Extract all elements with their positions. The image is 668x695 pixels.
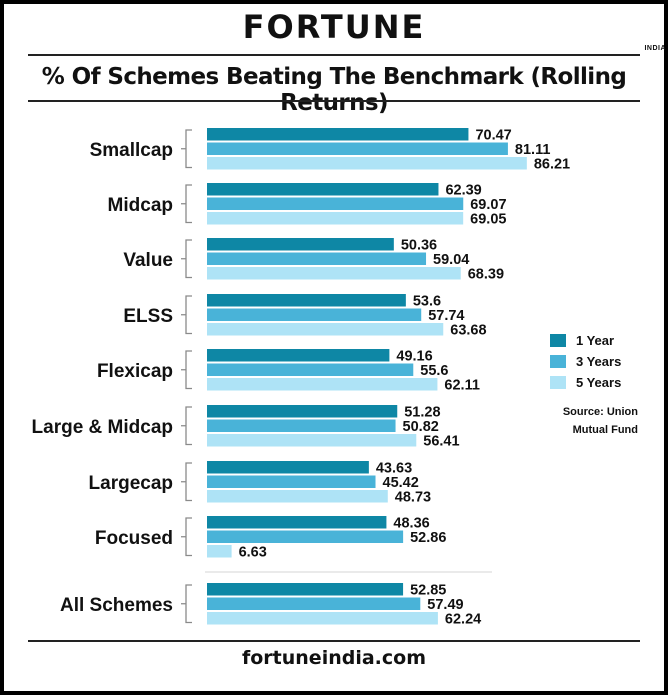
bar-focused-3-years	[207, 530, 404, 543]
bar-largecap-3-years	[207, 475, 376, 488]
source-note: Source: Union Mutual Fund	[540, 403, 638, 439]
category-bracket-midcap	[181, 184, 192, 224]
bar-midcap-5-years	[207, 212, 464, 225]
legend-swatch-5-years	[550, 376, 566, 389]
bar-all-schemes-3-years	[207, 597, 421, 610]
title-rule	[28, 100, 640, 102]
value-label-large-and-midcap-1-year: 51.28	[404, 405, 440, 421]
value-label-all-schemes-3-years: 57.49	[427, 597, 463, 613]
legend-label-5-years: 5 Years	[576, 375, 622, 390]
value-label-focused-1-year: 48.36	[393, 516, 429, 532]
bar-focused-1-year	[207, 516, 387, 529]
bar-all-schemes-1-year	[207, 583, 404, 596]
value-label-elss-3-years: 57.74	[428, 308, 464, 324]
value-label-all-schemes-1-year: 52.85	[410, 583, 446, 599]
category-label-flexicap: Flexicap	[97, 361, 173, 382]
bar-smallcap-1-year	[207, 128, 469, 141]
bar-value-3-years	[207, 252, 427, 265]
bar-flexicap-3-years	[207, 363, 414, 376]
value-label-smallcap-1-year: 70.47	[475, 128, 511, 144]
bar-smallcap-3-years	[207, 142, 508, 155]
category-label-focused: Focused	[95, 528, 173, 549]
category-bracket-flexicap	[181, 350, 192, 390]
brand-name: FORTUNE	[242, 8, 426, 46]
value-label-smallcap-3-years: 81.11	[515, 142, 551, 158]
value-label-largecap-1-year: 43.63	[376, 461, 412, 477]
bar-flexicap-1-year	[207, 349, 390, 362]
bar-all-schemes-5-years	[207, 612, 438, 625]
legend: 1 Year 3 Years 5 Years	[550, 330, 621, 393]
value-label-large-and-midcap-5-years: 56.41	[423, 434, 459, 450]
source-line-1: Source: Union	[562, 406, 638, 418]
legend-item-1-year: 1 Year	[550, 330, 621, 351]
bar-value-5-years	[207, 267, 461, 280]
category-label-all-schemes: All Schemes	[60, 595, 173, 616]
legend-swatch-3-years	[550, 355, 566, 368]
value-label-midcap-1-year: 62.39	[445, 183, 481, 199]
bar-midcap-3-years	[207, 197, 464, 210]
brand-logo: FORTUNE INDIA	[0, 8, 668, 52]
value-label-value-1-year: 50.36	[401, 238, 437, 254]
category-bracket-smallcap	[181, 129, 192, 169]
category-bracket-elss	[181, 295, 192, 335]
bar-smallcap-5-years	[207, 157, 527, 170]
value-label-large-and-midcap-3-years: 50.82	[403, 419, 439, 435]
value-label-flexicap-1-year: 49.16	[396, 349, 432, 365]
bar-value-1-year	[207, 238, 394, 251]
category-label-value: Value	[123, 250, 173, 271]
bar-large-and-midcap-3-years	[207, 419, 396, 432]
value-label-elss-1-year: 53.6	[413, 294, 441, 310]
category-bracket-largecap	[181, 462, 192, 502]
value-label-largecap-3-years: 45.42	[383, 475, 419, 491]
value-label-focused-5-years: 6.63	[239, 545, 267, 561]
top-rule	[28, 54, 640, 56]
legend-swatch-1-year	[550, 334, 566, 347]
value-label-elss-5-years: 63.68	[450, 323, 486, 339]
value-label-flexicap-5-years: 62.11	[444, 378, 480, 394]
bar-large-and-midcap-5-years	[207, 434, 417, 447]
value-label-midcap-5-years: 69.05	[470, 212, 506, 228]
bar-flexicap-5-years	[207, 378, 438, 391]
category-bracket-focused	[181, 517, 192, 557]
bar-midcap-1-year	[207, 183, 439, 196]
bar-focused-5-years	[207, 545, 232, 558]
bar-largecap-5-years	[207, 490, 388, 503]
bar-largecap-1-year	[207, 461, 369, 474]
value-label-value-3-years: 59.04	[433, 252, 469, 268]
category-label-elss: ELSS	[123, 306, 173, 327]
legend-item-5-years: 5 Years	[550, 372, 621, 393]
legend-label-3-years: 3 Years	[576, 354, 622, 369]
chart-title: % Of Schemes Beating The Benchmark (Roll…	[41, 64, 627, 116]
footer-rule	[28, 640, 640, 642]
bar-elss-1-year	[207, 294, 406, 307]
value-label-midcap-3-years: 69.07	[470, 197, 506, 213]
value-label-largecap-5-years: 48.73	[395, 490, 431, 506]
legend-label-1-year: 1 Year	[576, 333, 615, 348]
value-label-focused-3-years: 52.86	[410, 530, 446, 546]
footer-url: fortuneindia.com	[241, 647, 427, 669]
category-label-large-and-midcap: Large & Midcap	[32, 417, 173, 438]
value-label-all-schemes-5-years: 62.24	[445, 612, 481, 628]
value-label-value-5-years: 68.39	[468, 267, 504, 283]
category-label-midcap: Midcap	[108, 195, 173, 216]
category-bracket-value	[181, 239, 192, 279]
source-line-2: Mutual Fund	[572, 424, 638, 436]
bar-large-and-midcap-1-year	[207, 405, 398, 418]
category-bracket-all-schemes	[181, 584, 192, 624]
bar-elss-5-years	[207, 323, 444, 336]
value-label-smallcap-5-years: 86.21	[534, 157, 570, 173]
category-label-largecap: Largecap	[89, 473, 173, 494]
category-bracket-large-and-midcap	[181, 406, 192, 446]
bar-elss-3-years	[207, 308, 422, 321]
category-label-smallcap: Smallcap	[90, 140, 173, 161]
brand-sub: INDIA	[644, 45, 666, 52]
legend-item-3-years: 3 Years	[550, 351, 621, 372]
value-label-flexicap-3-years: 55.6	[420, 363, 448, 379]
